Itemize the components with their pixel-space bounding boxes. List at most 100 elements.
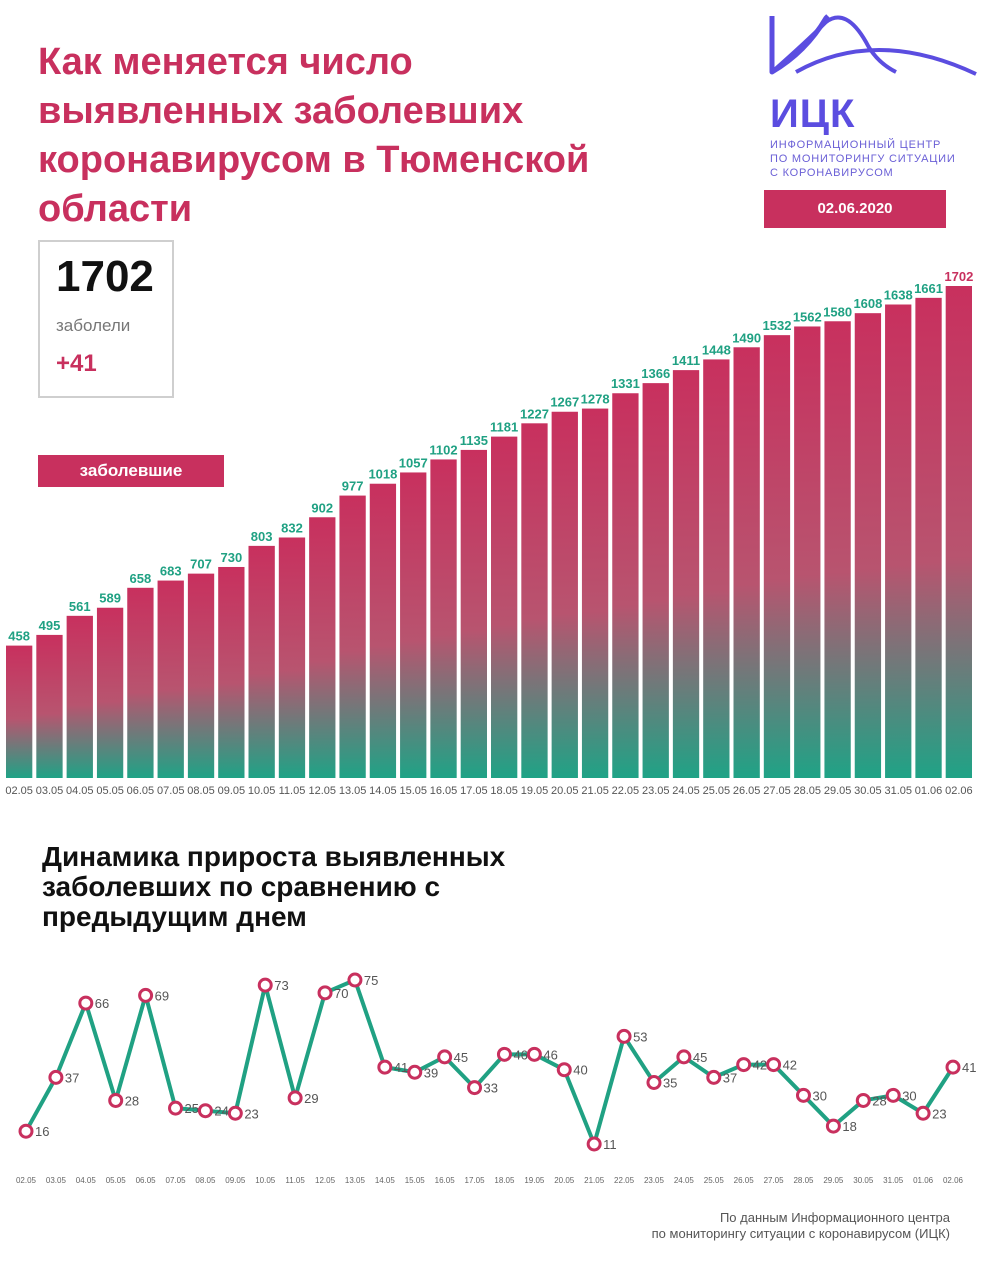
line-category-label: 13.05 (345, 1176, 366, 1185)
bar-value-label: 1638 (884, 288, 913, 303)
bar-category-label: 18.05 (490, 785, 518, 797)
bar-category-label: 03.05 (36, 785, 64, 797)
growth-point-27.05 (766, 1057, 782, 1073)
growth-value-label: 23 (244, 1106, 258, 1121)
growth-value-label: 33 (484, 1081, 498, 1096)
growth-value-label: 40 (573, 1063, 587, 1078)
growth-value-label: 28 (125, 1093, 139, 1108)
bar-value-label: 1411 (672, 353, 700, 368)
bar-category-label: 31.05 (884, 785, 912, 797)
growth-point-31.05 (885, 1087, 901, 1103)
line-category-label: 28.05 (793, 1176, 814, 1185)
bar-category-label: 26.05 (733, 785, 761, 797)
growth-value-label: 41 (394, 1060, 408, 1075)
bar-category-label: 06.05 (127, 785, 155, 797)
bar-17.05 (460, 449, 487, 778)
bar-22.05 (612, 393, 639, 778)
legend-badge: заболевшие (38, 455, 224, 487)
line-category-label: 07.05 (166, 1176, 187, 1185)
bar-06.05 (127, 587, 154, 778)
growth-point-03.05 (48, 1069, 64, 1085)
daily-delta: +41 (56, 350, 97, 377)
bar-value-label: 1135 (460, 433, 488, 448)
growth-point-28.05 (795, 1087, 811, 1103)
growth-value-label: 39 (424, 1065, 438, 1080)
growth-point-05.05 (108, 1092, 124, 1108)
summary-box: 1702 заболели +41 (38, 240, 174, 398)
growth-value-label: 37 (65, 1070, 79, 1085)
bar-09.05 (218, 566, 245, 778)
growth-point-15.05 (407, 1064, 423, 1080)
bar-value-label: 803 (251, 529, 273, 544)
bar-category-label: 12.05 (309, 785, 337, 797)
bar-value-label: 1102 (429, 442, 457, 457)
line-category-label: 21.05 (584, 1176, 605, 1185)
growth-point-26.05 (736, 1057, 752, 1073)
bar-26.05 (733, 347, 760, 778)
bar-28.05 (794, 326, 821, 778)
bar-16.05 (430, 459, 457, 778)
bar-23.05 (642, 383, 669, 778)
growth-point-12.05 (317, 985, 333, 1001)
growth-value-label: 53 (633, 1029, 647, 1044)
growth-point-21.05 (586, 1136, 602, 1152)
bar-value-label: 707 (190, 557, 212, 572)
bar-02.05 (6, 645, 33, 778)
growth-point-01.06 (915, 1105, 931, 1121)
bar-07.05 (157, 580, 184, 778)
bar-category-label: 09.05 (218, 785, 246, 797)
growth-point-11.05 (287, 1090, 303, 1106)
growth-value-label: 66 (95, 996, 109, 1011)
bar-25.05 (703, 359, 730, 778)
growth-value-label: 45 (454, 1050, 468, 1065)
growth-point-16.05 (437, 1049, 453, 1065)
bar-category-label: 24.05 (672, 785, 700, 797)
line-category-label: 24.05 (674, 1176, 695, 1185)
growth-line (24, 978, 955, 1146)
bar-02.06 (945, 286, 972, 778)
bar-27.05 (763, 335, 791, 778)
bar-value-label: 1532 (763, 318, 792, 333)
line-category-label: 29.05 (823, 1176, 844, 1185)
growth-point-07.05 (168, 1100, 184, 1116)
bar-value-label: 1608 (853, 296, 882, 311)
growth-point-13.05 (347, 972, 363, 988)
growth-value-label: 18 (842, 1119, 856, 1134)
line-category-label: 10.05 (255, 1176, 276, 1185)
line-category-label: 06.05 (136, 1176, 157, 1185)
bar-category-label: 16.05 (430, 785, 458, 797)
growth-point-04.05 (78, 995, 94, 1011)
bar-category-label: 17.05 (460, 785, 488, 797)
line-category-label: 16.05 (435, 1176, 456, 1185)
bar-12.05 (309, 517, 336, 778)
bar-value-label: 683 (160, 564, 182, 579)
total-cases: 1702 (56, 252, 154, 301)
line-category-label: 20.05 (554, 1176, 575, 1185)
growth-point-17.05 (467, 1080, 483, 1096)
growth-value-label: 25 (185, 1101, 199, 1116)
bar-category-label: 04.05 (66, 785, 94, 797)
bar-category-label: 29.05 (824, 785, 852, 797)
line-category-label: 02.06 (943, 1176, 964, 1185)
growth-point-02.06 (945, 1059, 961, 1075)
growth-point-19.05 (526, 1046, 542, 1062)
bar-24.05 (672, 370, 700, 778)
bar-category-label: 30.05 (854, 785, 882, 797)
bar-category-label: 15.05 (399, 785, 427, 797)
bar-value-label: 902 (311, 500, 333, 515)
line-category-label: 12.05 (315, 1176, 336, 1185)
line-category-label: 02.05 (16, 1176, 37, 1185)
source-line: по мониторингу ситуации с коронавирусом … (651, 1226, 950, 1241)
bar-value-label: 561 (69, 599, 91, 614)
growth-point-08.05 (197, 1103, 213, 1119)
bar-category-label: 23.05 (642, 785, 670, 797)
growth-value-label: 29 (304, 1091, 318, 1106)
line-category-label: 03.05 (46, 1176, 67, 1185)
line-category-label: 09.05 (225, 1176, 246, 1185)
bar-value-label: 495 (39, 618, 61, 633)
date-badge: 02.06.2020 (764, 190, 946, 228)
logo-subtitle: ИНФОРМАЦИОННЫЙ ЦЕНТР ПО МОНИТОРИНГУ СИТУ… (770, 138, 990, 180)
bar-04.05 (66, 615, 93, 778)
logo-name: ИЦК (770, 92, 856, 136)
bar-21.05 (581, 408, 609, 778)
